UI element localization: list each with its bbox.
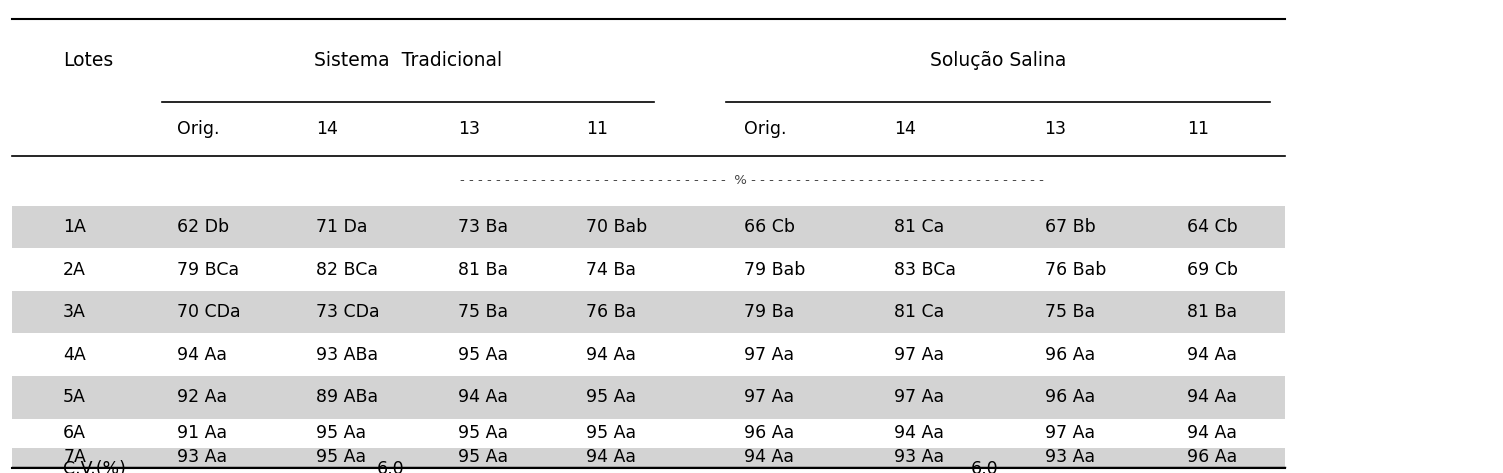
Text: 93 ABa: 93 ABa (316, 346, 377, 364)
Text: Orig.: Orig. (177, 120, 219, 138)
Text: 70 Bab: 70 Bab (586, 218, 648, 236)
Text: 73 CDa: 73 CDa (316, 303, 379, 321)
Text: 11: 11 (586, 120, 609, 138)
Bar (12, 248, 1285, 291)
Text: 94 Aa: 94 Aa (586, 346, 636, 364)
Text: 97 Aa: 97 Aa (894, 346, 944, 364)
Text: 96 Aa: 96 Aa (1045, 346, 1094, 364)
Text: 67 Bb: 67 Bb (1045, 218, 1096, 236)
Text: 92 Aa: 92 Aa (177, 388, 227, 406)
Text: 91 Aa: 91 Aa (177, 424, 227, 442)
Text: 81 Ba: 81 Ba (1187, 303, 1237, 321)
Text: 1A: 1A (63, 218, 86, 236)
Bar (12, 206, 1285, 248)
Text: 79 Ba: 79 Ba (744, 303, 794, 321)
Text: 83 BCa: 83 BCa (894, 261, 956, 279)
Bar (12, 448, 1285, 467)
Text: 93 Aa: 93 Aa (177, 448, 227, 466)
Text: 74 Ba: 74 Ba (586, 261, 636, 279)
Text: 73 Ba: 73 Ba (458, 218, 508, 236)
Text: 95 Aa: 95 Aa (316, 448, 365, 466)
Text: 95 Aa: 95 Aa (316, 424, 365, 442)
Text: 81 Ca: 81 Ca (894, 218, 944, 236)
Text: 96 Aa: 96 Aa (744, 424, 794, 442)
Bar (12, 467, 1285, 471)
Text: 6A: 6A (63, 424, 86, 442)
Text: 97 Aa: 97 Aa (744, 346, 794, 364)
Bar (12, 291, 1285, 333)
Text: 2A: 2A (63, 261, 86, 279)
Text: 62 Db: 62 Db (177, 218, 230, 236)
Text: 95 Aa: 95 Aa (586, 388, 636, 406)
Text: 94 Aa: 94 Aa (177, 346, 227, 364)
Text: 94 Aa: 94 Aa (1187, 424, 1237, 442)
Text: 93 Aa: 93 Aa (894, 448, 944, 466)
Text: Sistema  Tradicional: Sistema Tradicional (314, 51, 502, 70)
Text: 93 Aa: 93 Aa (1045, 448, 1094, 466)
Text: 13: 13 (1045, 120, 1067, 138)
Text: 94 Aa: 94 Aa (458, 388, 508, 406)
Text: 64 Cb: 64 Cb (1187, 218, 1238, 236)
Text: 94 Aa: 94 Aa (1187, 346, 1237, 364)
Text: 14: 14 (316, 120, 338, 138)
Text: 95 Aa: 95 Aa (458, 346, 508, 364)
Text: Solução Salina: Solução Salina (930, 51, 1066, 70)
Text: 75 Ba: 75 Ba (1045, 303, 1094, 321)
Text: 11: 11 (1187, 120, 1210, 138)
Bar (12, 376, 1285, 419)
Text: 79 BCa: 79 BCa (177, 261, 239, 279)
Text: 97 Aa: 97 Aa (744, 388, 794, 406)
Text: 76 Bab: 76 Bab (1045, 261, 1106, 279)
Text: - - - - - - - - - - - - - - - - - - - - - - - - - - - - - -  % - - - - - - - - -: - - - - - - - - - - - - - - - - - - - - … (460, 175, 1043, 187)
Text: 95 Aa: 95 Aa (586, 424, 636, 442)
Text: C.V.(%): C.V.(%) (63, 460, 126, 473)
Text: 97 Aa: 97 Aa (1045, 424, 1094, 442)
Text: 94 Aa: 94 Aa (1187, 388, 1237, 406)
Text: 81 Ba: 81 Ba (458, 261, 508, 279)
Text: 71 Da: 71 Da (316, 218, 367, 236)
Text: 95 Aa: 95 Aa (458, 448, 508, 466)
Text: 89 ABa: 89 ABa (316, 388, 377, 406)
Text: 79 Bab: 79 Bab (744, 261, 806, 279)
Text: 94 Aa: 94 Aa (586, 448, 636, 466)
Text: 82 BCa: 82 BCa (316, 261, 377, 279)
Text: 14: 14 (894, 120, 917, 138)
Text: 76 Ba: 76 Ba (586, 303, 636, 321)
Text: Lotes: Lotes (63, 51, 113, 70)
Text: 94 Aa: 94 Aa (744, 448, 794, 466)
Text: 4A: 4A (63, 346, 86, 364)
Text: Orig.: Orig. (744, 120, 786, 138)
Text: 96 Aa: 96 Aa (1045, 388, 1094, 406)
Text: 5A: 5A (63, 388, 86, 406)
Bar (12, 419, 1285, 448)
Text: 70 CDa: 70 CDa (177, 303, 240, 321)
Text: 3A: 3A (63, 303, 86, 321)
Text: 66 Cb: 66 Cb (744, 218, 795, 236)
Text: 75 Ba: 75 Ba (458, 303, 508, 321)
Bar (12, 333, 1285, 376)
Text: 6,0: 6,0 (971, 460, 998, 473)
Text: 96 Aa: 96 Aa (1187, 448, 1237, 466)
Text: 97 Aa: 97 Aa (894, 388, 944, 406)
Text: 69 Cb: 69 Cb (1187, 261, 1238, 279)
Text: 94 Aa: 94 Aa (894, 424, 944, 442)
Text: 95 Aa: 95 Aa (458, 424, 508, 442)
Text: 6,0: 6,0 (377, 460, 404, 473)
Text: 81 Ca: 81 Ca (894, 303, 944, 321)
Text: 13: 13 (458, 120, 481, 138)
Text: 7A: 7A (63, 448, 86, 466)
